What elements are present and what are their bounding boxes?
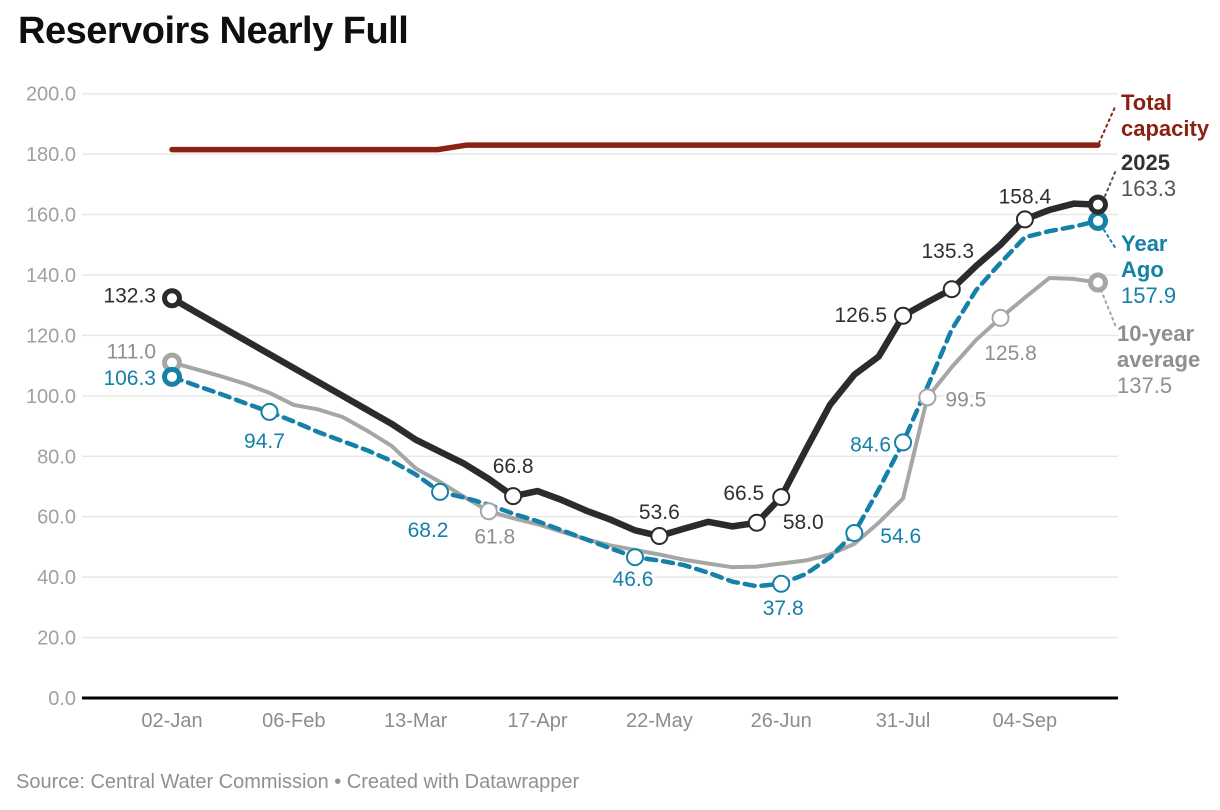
y-tick-label: 140.0 [26,265,76,287]
legend-10-year-average-line2: average [1117,347,1201,372]
series-line-capacity [169,142,1101,153]
x-tick-label: 31-Jul [876,710,930,732]
series-line-y2025 [168,200,1102,540]
legend-10-year-average-line1: 10-year [1117,321,1195,346]
point-label-y2025: 135.3 [921,240,974,263]
point-label-avg10: 125.8 [984,342,1037,365]
point-marker-y2025 [747,513,766,532]
point-label-y2025: 66.8 [493,455,534,478]
y-tick-label: 100.0 [26,386,76,408]
point-marker-year_ago [1087,210,1108,231]
point-label-y2025: 158.4 [999,185,1052,208]
chart-title: Reservoirs Nearly Full [18,10,409,52]
point-label-year_ago: 54.6 [880,525,921,548]
point-label-year_ago: 106.3 [103,367,156,390]
y-tick-label: 0.0 [48,688,76,710]
point-marker-avg10 [1087,272,1108,293]
x-tick-label: 02-Jan [141,710,202,732]
point-label-y2025: 132.3 [103,284,156,307]
legend-total-capacity: Total capacity [1121,90,1220,142]
x-tick-label: 06-Feb [262,710,325,732]
point-label-y2025: 58.0 [783,511,824,534]
point-marker-year_ago [162,366,182,387]
legend-total-capacity-line1: Total [1121,90,1172,115]
label-connector [1104,169,1117,197]
point-label-year_ago: 37.8 [763,597,804,620]
label-connector [1103,229,1117,250]
point-label-year_ago: 68.2 [408,519,449,542]
legend-10-year-average-value: 137.5 [1117,373,1173,398]
point-label-avg10: 61.8 [474,525,515,548]
legend-year-ago-line1: Year [1121,231,1168,256]
legend-year-ago-line2: Ago [1121,257,1164,282]
x-tick-label: 04-Sep [993,710,1058,732]
y-tick-label: 180.0 [26,144,76,166]
legend-year-ago: Year Ago 157.9 [1121,231,1220,309]
legend-2025-value: 163.3 [1121,176,1177,201]
legend-total-capacity-line2: capacity [1121,116,1210,141]
y-tick-label: 200.0 [26,84,76,106]
point-label-y2025: 126.5 [834,304,887,327]
point-marker-avg10 [991,308,1010,327]
label-connector [1098,106,1116,144]
x-tick-label: 13-Mar [384,710,448,732]
point-marker-y2025 [772,488,791,507]
point-marker-year_ago [625,548,644,567]
y-tick-label: 80.0 [37,446,76,468]
source-note: Source: Central Water Commission • Creat… [16,771,580,793]
point-label-y2025: 53.6 [639,501,680,524]
point-label-avg10: 111.0 [107,341,156,364]
point-marker-y2025 [162,288,182,309]
y-tick-label: 60.0 [37,507,76,529]
point-label-year_ago: 84.6 [850,433,891,456]
legend-2025: 2025 163.3 [1121,150,1220,202]
point-label-avg10: 99.5 [945,388,986,411]
point-marker-y2025 [1015,210,1034,229]
y-tick-label: 20.0 [37,628,76,650]
point-label-year_ago: 46.6 [613,568,654,591]
point-marker-year_ago [845,524,864,543]
x-tick-label: 22-May [626,710,693,732]
point-marker-year_ago [772,574,791,593]
legend-10-year-average: 10-year average 137.5 [1117,321,1220,399]
point-marker-year_ago [894,433,913,452]
y-tick-label: 120.0 [26,325,76,347]
point-marker-y2025 [942,280,961,299]
y-tick-label: 160.0 [26,205,76,227]
point-marker-y2025 [894,306,913,325]
x-tick-label: 26-Jun [751,710,812,732]
legend-year-ago-value: 157.9 [1121,283,1177,308]
point-marker-avg10 [479,502,498,521]
point-marker-year_ago [431,482,450,501]
point-marker-year_ago [260,402,279,421]
point-marker-y2025 [650,527,669,546]
legend-2025-label: 2025 [1121,150,1170,175]
point-label-y2025: 66.5 [723,482,764,505]
y-tick-label: 40.0 [37,567,76,589]
label-connector [1100,289,1117,328]
point-marker-y2025 [504,487,523,506]
x-tick-label: 17-Apr [508,710,568,732]
point-marker-y2025 [1087,194,1108,215]
point-marker-avg10 [918,388,937,407]
point-label-year_ago: 94.7 [244,430,285,453]
